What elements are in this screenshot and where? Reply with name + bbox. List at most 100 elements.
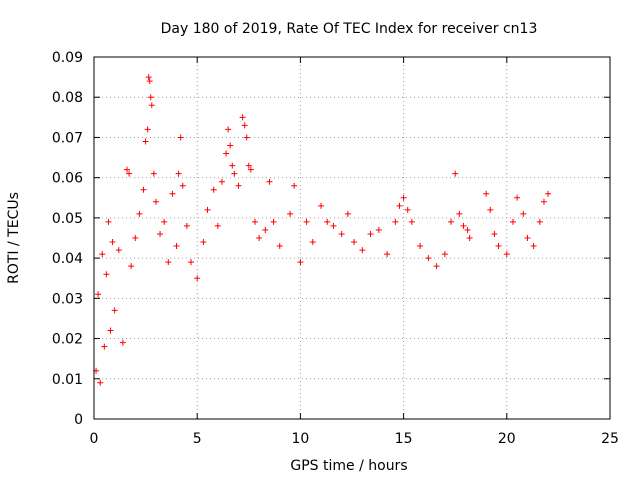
data-point [375, 226, 382, 233]
data-point [338, 230, 345, 237]
data-point [384, 251, 391, 258]
data-point [487, 206, 494, 213]
data-point [99, 251, 106, 258]
data-point [359, 247, 366, 254]
data-point [229, 162, 236, 169]
data-point [466, 235, 473, 241]
data-point [448, 218, 455, 225]
data-point [214, 222, 221, 229]
data-point [194, 275, 201, 282]
data-point [408, 218, 415, 225]
y-tick-label: 0.02 [52, 332, 83, 348]
data-point [266, 178, 273, 185]
data-point [188, 259, 195, 266]
data-point [145, 74, 152, 81]
data-point [132, 235, 139, 241]
data-point [441, 251, 448, 258]
y-tick-label: 0.05 [52, 211, 83, 227]
chart-title: Day 180 of 2019, Rate Of TEC Index for r… [161, 21, 538, 37]
data-point [239, 114, 246, 121]
data-point [351, 239, 358, 246]
y-tick-label: 0.06 [52, 171, 83, 187]
data-point [235, 182, 242, 189]
grid-lines [94, 57, 610, 419]
y-tick-label: 0.04 [52, 251, 83, 267]
data-point [218, 178, 225, 185]
data-point [251, 218, 258, 225]
data-point [169, 190, 176, 197]
data-point [200, 239, 207, 246]
data-point [227, 142, 234, 149]
data-point [464, 226, 471, 233]
data-point [103, 271, 110, 278]
data-point [183, 222, 190, 229]
data-point [396, 202, 403, 209]
x-tick-label: 15 [395, 431, 413, 447]
data-point [177, 134, 184, 141]
data-point [142, 138, 149, 145]
data-point [95, 291, 102, 298]
data-point [456, 210, 463, 217]
data-point [392, 218, 399, 225]
data-point [276, 243, 283, 250]
data-point [146, 78, 153, 85]
data-point [124, 166, 131, 173]
data-point [460, 222, 467, 229]
data-point [509, 218, 516, 225]
y-axis-label: ROTI / TECUs [6, 192, 22, 284]
data-point [225, 126, 232, 133]
x-tick-label: 0 [90, 431, 99, 447]
y-tick-label: 0.07 [52, 130, 83, 146]
data-point [147, 94, 154, 101]
data-point [520, 210, 527, 217]
data-point [165, 259, 172, 266]
data-point [536, 218, 543, 225]
data-point [144, 126, 151, 133]
data-point [452, 170, 459, 177]
data-point [503, 251, 510, 258]
data-point [483, 190, 490, 197]
data-point [262, 226, 269, 233]
data-point [126, 170, 133, 177]
data-point [105, 218, 112, 225]
data-point [111, 307, 118, 314]
data-point [297, 259, 304, 266]
data-point [204, 206, 211, 213]
data-point [152, 198, 159, 205]
data-point [309, 239, 316, 246]
data-point [417, 243, 424, 250]
data-point [287, 210, 294, 217]
data-point [101, 343, 108, 350]
data-point [524, 235, 531, 241]
data-point [161, 218, 168, 225]
data-point [367, 230, 374, 237]
x-tick-label: 5 [193, 431, 202, 447]
data-point [256, 235, 263, 241]
data-point [157, 230, 164, 237]
data-point [223, 150, 230, 157]
data-point [148, 102, 155, 109]
x-tick-label: 20 [498, 431, 516, 447]
data-point [136, 210, 143, 217]
data-point [119, 339, 126, 346]
data-point [173, 243, 180, 250]
data-point [175, 170, 182, 177]
x-tick-label: 25 [601, 431, 619, 447]
data-point [140, 186, 147, 193]
x-tick-label: 10 [291, 431, 309, 447]
data-point [270, 218, 277, 225]
y-axis-ticks: 0 0.01 0.02 0.03 0.04 0.05 0.06 0.07 0.08 0.09 [52, 50, 610, 428]
data-point [491, 230, 498, 237]
x-axis-label: GPS time / hours [290, 458, 407, 474]
data-point [330, 222, 337, 229]
data-point [344, 210, 351, 217]
data-point [109, 239, 116, 246]
data-point [545, 190, 552, 197]
data-point [210, 186, 217, 193]
data-point [231, 170, 238, 177]
y-tick-label: 0.09 [52, 50, 83, 66]
data-point [514, 194, 521, 201]
data-point [303, 218, 310, 225]
data-point [324, 218, 331, 225]
